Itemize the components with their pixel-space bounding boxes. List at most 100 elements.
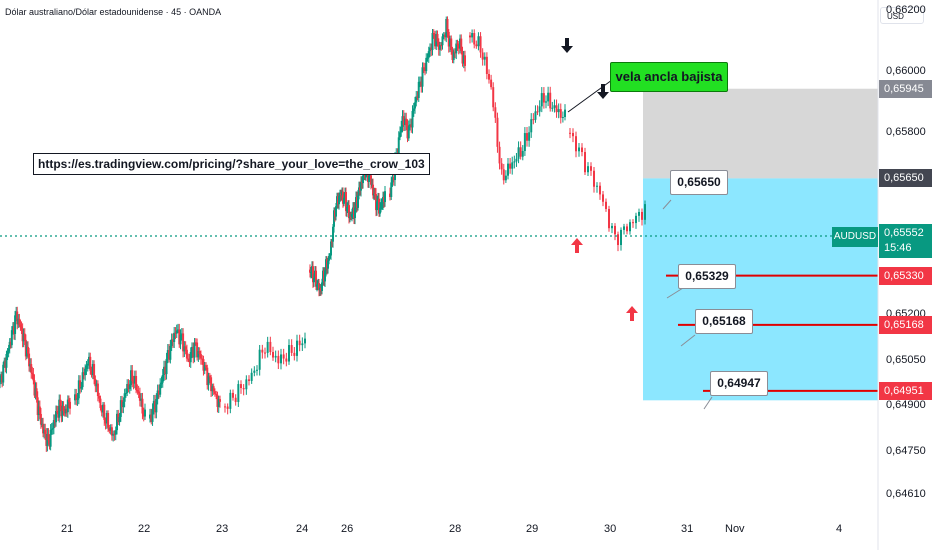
callout-connector: [666, 287, 684, 299]
candle-body: [188, 358, 191, 363]
candle-body: [547, 92, 550, 102]
candle-body: [184, 346, 187, 350]
candle-body: [285, 358, 288, 362]
candle-body: [171, 339, 174, 342]
candle-body: [397, 137, 400, 157]
price-level-tag: 0,65945: [879, 79, 932, 98]
candle-body: [113, 433, 116, 435]
candle-body: [498, 146, 501, 164]
candle-body: [515, 158, 518, 162]
symbol-tag: AUDUSD: [832, 227, 878, 247]
candle-body: [81, 372, 84, 388]
countdown-timer: 15:46: [884, 242, 912, 254]
chart-title: Dólar australiano/Dólar estadounidense ·…: [5, 7, 222, 17]
candle-body: [132, 381, 135, 384]
candle-body: [131, 370, 134, 382]
candle-body: [198, 351, 201, 355]
candle-body: [411, 110, 414, 128]
candle-body: [402, 116, 405, 126]
candle-body: [421, 67, 424, 87]
candle-body: [296, 340, 298, 356]
level-callout: 0,65650: [670, 170, 728, 195]
candle-body: [500, 163, 503, 170]
candle-body: [578, 147, 580, 152]
candle-body: [301, 343, 304, 346]
x-tick-label: 31: [681, 523, 694, 535]
candle-body: [258, 349, 261, 370]
candle-body: [60, 405, 63, 417]
candle-body: [118, 416, 121, 423]
candle-body: [75, 394, 78, 400]
currency-selector[interactable]: USD: [880, 7, 924, 24]
y-tick-label: 0,66200: [886, 4, 926, 17]
candle-body: [399, 132, 401, 138]
candle-body: [638, 211, 640, 216]
candle-body: [315, 270, 317, 287]
candle-body: [590, 166, 592, 171]
candle-body: [33, 380, 36, 396]
candle-body: [409, 124, 411, 127]
candle-body: [309, 269, 311, 273]
candle-body: [189, 352, 192, 363]
y-tick-label: 0,64750: [886, 445, 926, 457]
candle-body: [380, 204, 382, 208]
candle-body: [13, 326, 15, 335]
candle-body: [157, 390, 160, 395]
candle-body: [557, 109, 560, 113]
candle-body: [4, 360, 7, 368]
level-callout: 0,65168: [695, 309, 753, 334]
candle-body: [290, 345, 293, 353]
candle-body: [250, 372, 253, 381]
candle-body: [183, 346, 186, 352]
candle-body: [210, 377, 213, 392]
candle-body: [116, 413, 118, 431]
x-tick-label: 24: [296, 523, 309, 535]
candle-body: [477, 36, 480, 47]
candle-body: [20, 326, 23, 329]
candle-body: [483, 56, 486, 60]
candle-body: [28, 353, 31, 367]
candle-body: [605, 201, 607, 210]
candle-body: [50, 428, 53, 430]
candle-body: [614, 225, 616, 235]
x-tick-label: 23: [216, 523, 229, 535]
candle-body: [30, 364, 33, 373]
x-tick-label: 30: [604, 523, 617, 535]
candle-body: [449, 38, 451, 47]
candle-body: [245, 379, 248, 390]
candle-body: [107, 413, 110, 428]
candle-body: [7, 348, 10, 352]
candle-body: [372, 184, 374, 196]
candle-body: [234, 397, 237, 402]
candle-body: [144, 409, 146, 417]
candle-body: [419, 81, 421, 83]
candle-body: [114, 430, 117, 435]
candle-body: [24, 339, 27, 357]
candle-body: [549, 92, 552, 109]
down-arrow-icon: [597, 84, 609, 99]
candle-body: [168, 350, 171, 360]
candle-body: [55, 411, 57, 423]
candle-body: [215, 393, 218, 395]
candle-body: [390, 182, 393, 197]
candle-body: [29, 364, 32, 367]
candle-body: [452, 51, 455, 61]
candle-body: [130, 370, 132, 386]
candle-body: [641, 211, 643, 220]
x-tick-label: 26: [341, 523, 354, 535]
candle-body: [561, 117, 564, 119]
candle-body: [232, 392, 234, 398]
candle-body: [180, 333, 183, 335]
candle-body: [427, 51, 430, 58]
candle-body: [175, 330, 178, 334]
candle-body: [584, 152, 586, 173]
candle-body: [35, 388, 38, 398]
candle-body: [138, 393, 141, 401]
candle-body: [581, 147, 583, 153]
candle-body: [432, 33, 435, 35]
candle-body: [98, 396, 101, 399]
callout-connector: [703, 396, 713, 410]
candle-body: [32, 373, 35, 381]
candle-body: [335, 206, 337, 217]
